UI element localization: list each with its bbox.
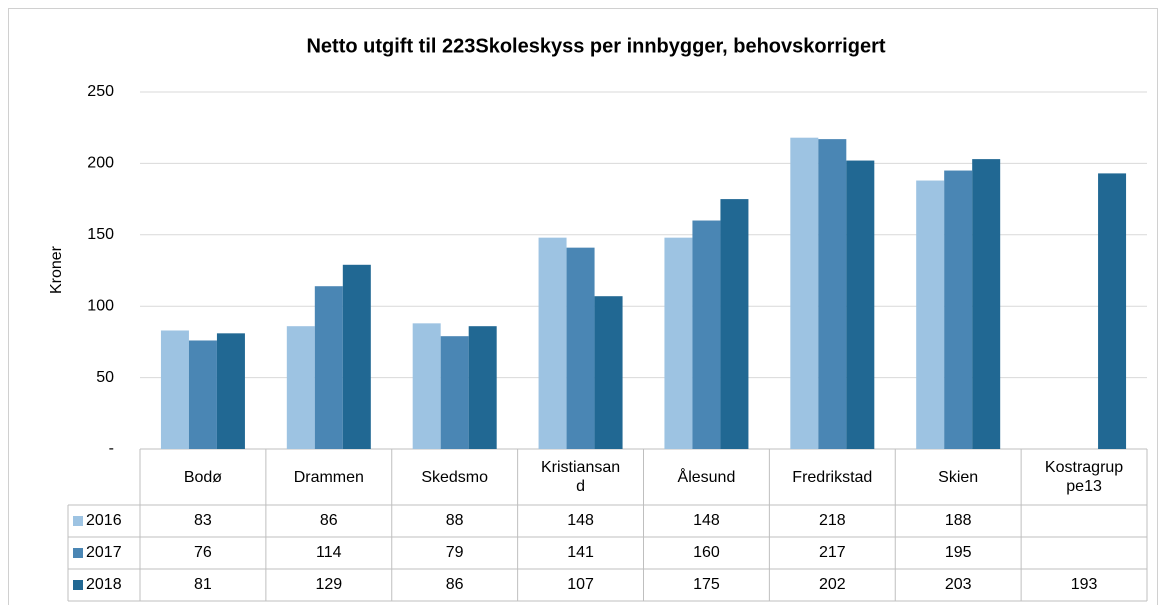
table-value: 193: [1071, 576, 1098, 593]
bar: [664, 237, 693, 449]
table-value: 81: [194, 576, 212, 593]
table-value: 76: [194, 544, 212, 561]
table-value: 160: [693, 544, 720, 561]
table-value: 175: [693, 576, 720, 593]
bar: [790, 137, 819, 450]
bar: [286, 326, 315, 449]
bar: [412, 323, 441, 449]
bar: [720, 199, 749, 449]
category-label: Skien: [938, 468, 979, 486]
bar: [594, 296, 623, 449]
table-value: 114: [316, 544, 342, 561]
legend-swatch: [73, 580, 83, 590]
legend-label: 2017: [86, 544, 122, 561]
y-tick-label: 100: [87, 297, 114, 314]
y-tick-label: 150: [87, 226, 114, 243]
bar: [818, 139, 847, 449]
bar: [944, 170, 973, 450]
table-value: 79: [446, 544, 464, 561]
bar: [468, 326, 497, 449]
table-value: 141: [567, 544, 594, 561]
bar: [216, 333, 245, 449]
category-label: Skedsmo: [421, 468, 489, 486]
bar: [314, 286, 343, 449]
frame: [8, 8, 1158, 605]
y-tick-label: 250: [87, 83, 114, 100]
bar: [188, 340, 217, 449]
y-tick-label: 200: [87, 155, 114, 172]
chart-title: Netto utgift til 223Skoleskyss per innby…: [306, 35, 885, 57]
bar: [846, 160, 875, 449]
category-label: Ålesund: [677, 468, 736, 486]
category-label: Bodø: [183, 468, 223, 486]
bar: [692, 220, 721, 449]
y-tick-label: -: [109, 440, 114, 457]
category-label: Drammen: [293, 468, 364, 486]
table-value: 86: [446, 576, 464, 593]
table-value: 202: [819, 576, 846, 593]
category-label: Fredrikstad: [792, 468, 873, 486]
bar: [566, 247, 595, 449]
table-value: 129: [315, 576, 342, 593]
table-value: 218: [819, 512, 846, 529]
table-value: 217: [819, 544, 846, 561]
table-value: 188: [945, 512, 972, 529]
table-value: 83: [194, 512, 212, 529]
table-value: 148: [567, 512, 594, 529]
category-label: Kristiansand: [540, 459, 621, 495]
y-tick-label: 50: [96, 369, 114, 386]
bar: [916, 180, 945, 449]
category-label: Kostragruppe13: [1044, 459, 1124, 495]
bar: [538, 237, 567, 449]
bar: [1098, 173, 1127, 449]
table-value: 86: [320, 512, 338, 529]
bar: [972, 159, 1001, 449]
table-value: 88: [446, 512, 464, 529]
table-value: 195: [945, 544, 972, 561]
y-axis-label: Kroner: [48, 245, 65, 294]
table-value: 203: [945, 576, 972, 593]
legend-label: 2018: [86, 576, 122, 593]
table-value: 148: [693, 512, 720, 529]
table-value: 107: [567, 576, 594, 593]
legend-swatch: [73, 548, 83, 558]
bar: [440, 336, 469, 449]
bar: [160, 330, 189, 449]
legend-label: 2016: [86, 512, 122, 529]
legend-swatch: [73, 516, 83, 526]
bar: [342, 264, 371, 449]
